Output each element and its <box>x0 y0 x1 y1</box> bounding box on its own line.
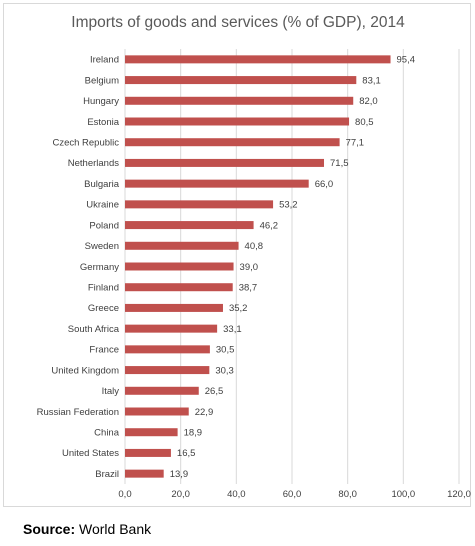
data-label: 77,1 <box>346 138 365 149</box>
y-category-label: United Kingdom <box>51 365 119 376</box>
y-category-label: Italy <box>102 386 120 397</box>
x-tick-label: 0,0 <box>118 489 131 500</box>
bar <box>125 407 189 416</box>
data-label: 66,0 <box>315 179 334 190</box>
bar <box>125 386 199 395</box>
bar <box>125 55 391 64</box>
data-label: 80,5 <box>355 117 374 128</box>
chart-frame: Imports of goods and services (% of GDP)… <box>3 3 471 507</box>
bar <box>125 448 171 457</box>
plot-area: 0,0 20,0 40,0 60,0 80,0 100,0 120,0 Ireland 95,4… <box>37 49 471 500</box>
data-label: 13,9 <box>170 469 189 480</box>
source-line: Source: World Bank <box>23 521 151 537</box>
bar <box>125 262 234 271</box>
data-label: 30,3 <box>215 365 234 376</box>
data-label: 71,5 <box>330 158 349 169</box>
y-category-label: Netherlands <box>68 158 119 169</box>
y-category-label: Poland <box>89 220 119 231</box>
data-label: 33,1 <box>223 324 242 335</box>
x-tick-label: 40,0 <box>227 489 246 500</box>
y-category-label: Bulgaria <box>84 179 120 190</box>
bar <box>125 283 233 292</box>
y-category-label: Czech Republic <box>52 138 119 149</box>
x-tick-label: 100,0 <box>391 489 415 500</box>
x-tick-label: 60,0 <box>283 489 302 500</box>
x-tick-label: 20,0 <box>171 489 190 500</box>
bar <box>125 117 350 126</box>
y-category-label: Greece <box>88 303 119 314</box>
bar <box>125 138 340 147</box>
y-category-label: Russian Federation <box>37 407 119 418</box>
data-label: 35,2 <box>229 303 248 314</box>
data-label: 83,1 <box>362 75 381 86</box>
data-label: 16,5 <box>177 448 196 459</box>
y-category-label: Hungary <box>83 96 119 107</box>
source-label: Source: <box>23 521 76 537</box>
bar <box>125 345 210 354</box>
bar <box>125 200 274 209</box>
y-category-label: Brazil <box>95 469 119 480</box>
bar <box>125 76 357 85</box>
source-text: World Bank <box>79 521 152 537</box>
data-label: 82,0 <box>359 96 378 107</box>
x-tick-label: 120,0 <box>447 489 471 500</box>
data-label: 95,4 <box>397 55 416 66</box>
data-label: 38,7 <box>239 283 258 294</box>
bar <box>125 324 218 333</box>
y-category-label: United States <box>62 448 119 459</box>
bar <box>125 366 210 375</box>
chart-title: Imports of goods and services (% of GDP)… <box>71 14 405 31</box>
data-label: 46,2 <box>260 220 279 231</box>
y-category-label: Ukraine <box>86 200 119 211</box>
data-label: 30,5 <box>216 345 235 356</box>
y-category-label: Sweden <box>85 241 119 252</box>
bar <box>125 221 254 230</box>
bar <box>125 303 223 312</box>
y-category-label: Germany <box>80 262 119 273</box>
data-label: 22,9 <box>195 407 214 418</box>
bar <box>125 428 178 437</box>
y-category-label: South Africa <box>68 324 120 335</box>
y-category-label: Finland <box>88 283 119 294</box>
data-label: 53,2 <box>279 200 298 211</box>
data-label: 26,5 <box>205 386 224 397</box>
y-category-label: Ireland <box>90 55 119 66</box>
bar <box>125 96 354 105</box>
x-tick-label: 80,0 <box>338 489 357 500</box>
y-category-label: China <box>94 428 120 439</box>
y-category-label: France <box>89 345 119 356</box>
data-label: 40,8 <box>245 241 264 252</box>
y-category-label: Estonia <box>87 117 119 128</box>
y-category-label: Belgium <box>85 75 119 86</box>
data-label: 39,0 <box>240 262 258 273</box>
data-label: 18,9 <box>184 428 203 439</box>
bar <box>125 241 239 250</box>
bar <box>125 158 325 167</box>
bar <box>125 469 164 478</box>
bar <box>125 179 309 188</box>
